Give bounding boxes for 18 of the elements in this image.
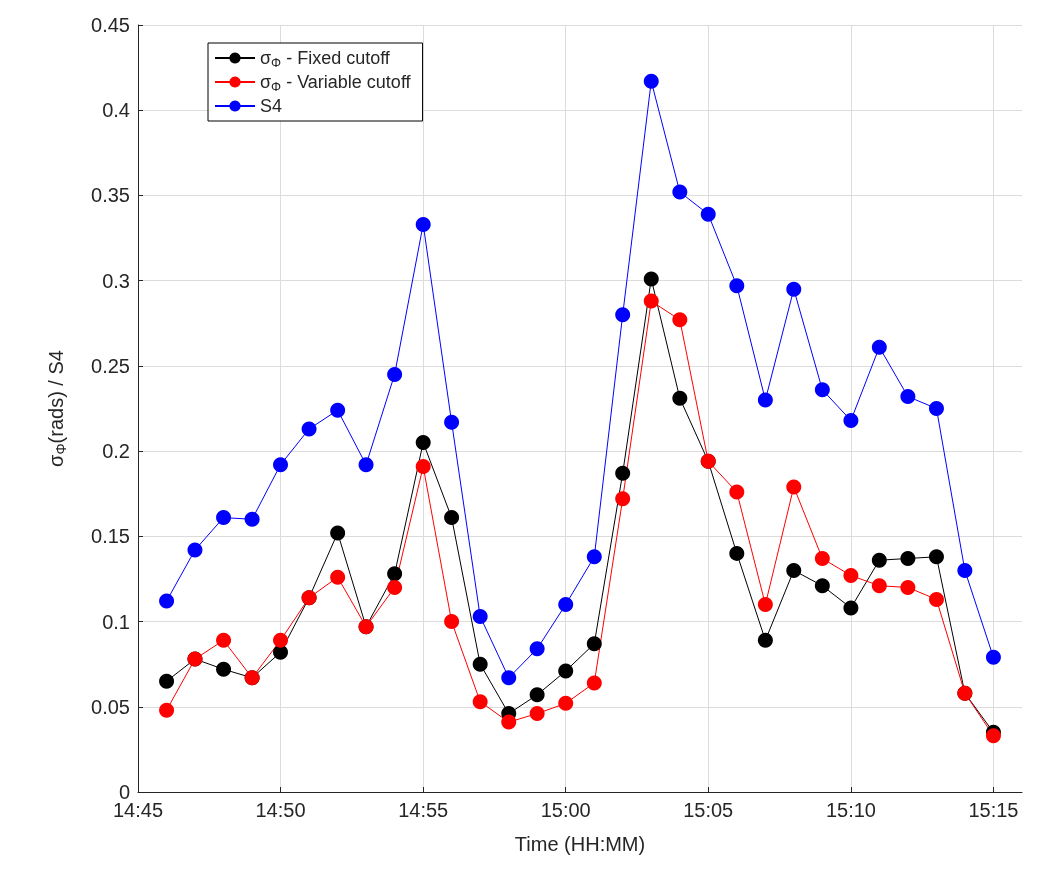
y-axis-title: σΦ(rads) / S4 bbox=[45, 350, 69, 467]
x-tick-label: 15:15 bbox=[968, 799, 1019, 821]
y-tick-label: 0.1 bbox=[102, 610, 130, 633]
x-tick-label: 15:05 bbox=[683, 799, 734, 821]
x-tick-label: 14:55 bbox=[398, 799, 449, 821]
y-tick-label: 0.15 bbox=[91, 525, 130, 548]
y-tick-label: 0.35 bbox=[91, 184, 130, 207]
x-axis-title: Time (HH:MM) bbox=[514, 833, 646, 855]
y-tick-label: 0.2 bbox=[102, 440, 130, 463]
x-tick-label: 15:00 bbox=[540, 799, 591, 821]
y-tick-label: 0.05 bbox=[91, 695, 130, 718]
y-tick-label: 0.45 bbox=[91, 14, 130, 36]
x-tick-label: 14:50 bbox=[255, 799, 306, 821]
legend-label: S4 bbox=[260, 96, 283, 116]
x-tick-label: 15:10 bbox=[825, 799, 876, 821]
y-tick-label: 0.4 bbox=[102, 99, 130, 122]
y-tick-label: 0.3 bbox=[102, 269, 130, 292]
y-tick-label: 0.25 bbox=[91, 354, 130, 377]
